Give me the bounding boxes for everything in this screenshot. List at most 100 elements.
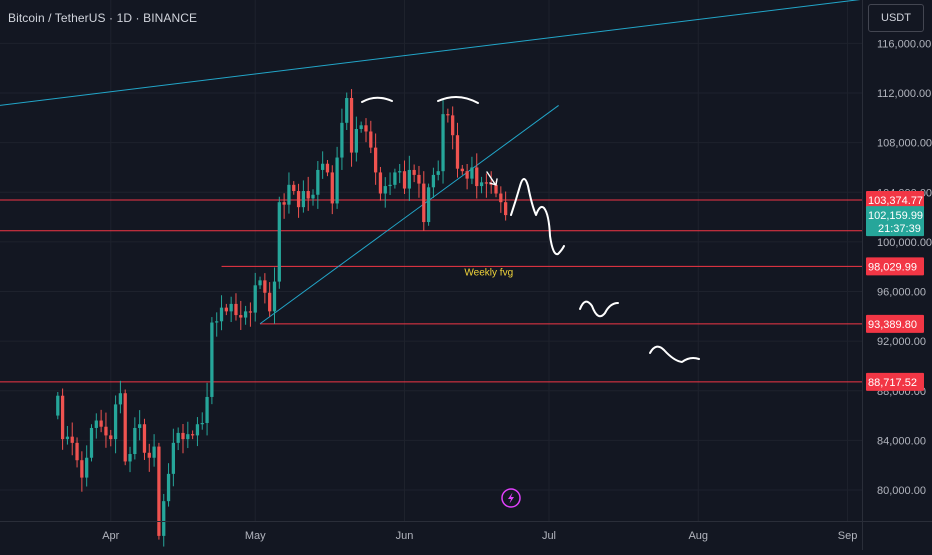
candle (446, 114, 450, 116)
candle (113, 404, 118, 440)
freehand-drawings[interactable] (361, 96, 700, 363)
candle (152, 446, 156, 458)
candle (475, 167, 479, 187)
annotation-weekly-fvg: Weekly fvg (464, 267, 513, 278)
level-tag-label: 98,029.99 (868, 261, 917, 273)
current-price-tag (866, 206, 924, 237)
level-tag-label: 103,374.77 (868, 195, 923, 207)
candle (277, 202, 281, 282)
candle (499, 193, 503, 203)
candle (436, 171, 440, 175)
candle (190, 434, 195, 436)
y-tick-label: 80,000.00 (877, 485, 926, 497)
candle (176, 432, 180, 443)
candle (85, 457, 89, 478)
candle (426, 187, 431, 223)
candle (292, 184, 296, 192)
candle (56, 395, 60, 416)
y-tick-label: 116,000.00 (877, 38, 931, 50)
trendline-1 (0, 0, 861, 106)
symbol-title: Bitcoin / TetherUS · 1D · BINANCE (8, 11, 198, 25)
candle (282, 202, 286, 205)
candle (272, 281, 277, 312)
candle (70, 436, 74, 443)
lightning-icon[interactable] (501, 488, 521, 508)
candle (118, 393, 123, 405)
candle (147, 452, 151, 458)
candle (412, 169, 416, 175)
candle (104, 426, 108, 436)
candle (306, 191, 310, 199)
level-tag-label: 88,717.52 (868, 377, 917, 389)
top-arc-right[interactable] (437, 96, 479, 104)
candle (181, 432, 185, 440)
candle (369, 131, 373, 148)
projection-path-2[interactable] (579, 300, 619, 318)
candle (215, 321, 219, 323)
candle (402, 171, 407, 189)
candle (75, 442, 79, 461)
candle (422, 183, 426, 223)
candle (504, 202, 508, 216)
x-tick-label: Jul (542, 530, 556, 542)
candle (470, 167, 474, 179)
candle (407, 169, 411, 189)
level-tag (866, 257, 924, 276)
x-tick-label: Sep (838, 530, 858, 542)
x-tick-label: Jun (396, 530, 414, 542)
candle (359, 125, 363, 130)
y-tick-label: 92,000.00 (877, 336, 926, 348)
trendline-2 (259, 105, 559, 325)
candle (248, 311, 253, 313)
candle (210, 322, 214, 397)
candle (325, 163, 330, 173)
candle (484, 182, 489, 184)
candle (229, 303, 233, 312)
x-tick-label: Apr (102, 530, 119, 542)
candle (80, 460, 84, 478)
candle (133, 427, 137, 455)
candle (296, 191, 301, 208)
candle (455, 135, 460, 169)
y-tick-label: 108,000.00 (877, 138, 932, 150)
candle (89, 427, 94, 458)
currency-button[interactable]: USDT (868, 4, 924, 32)
candle (239, 315, 243, 318)
candle (138, 424, 142, 428)
candle (166, 473, 171, 502)
candle (109, 435, 113, 440)
candle (354, 129, 358, 153)
candle (123, 393, 127, 462)
candle (157, 446, 161, 536)
candle (171, 442, 176, 474)
arrow-marker[interactable] (486, 171, 498, 186)
candle (431, 174, 436, 188)
candle (195, 424, 200, 436)
y-tick-label: 100,000.00 (877, 237, 932, 249)
top-arc-left[interactable] (361, 96, 393, 103)
level-tag (866, 372, 924, 391)
candle (258, 280, 262, 286)
candle (349, 97, 354, 153)
candle (128, 454, 132, 462)
candle (60, 395, 65, 440)
projection-path-3[interactable] (649, 345, 700, 363)
candle (287, 184, 291, 205)
x-tick-label: Aug (688, 530, 708, 542)
candle (186, 434, 190, 440)
candle (200, 423, 204, 425)
candle (345, 97, 349, 123)
candle (205, 396, 209, 424)
candle (142, 424, 147, 453)
candle (311, 194, 315, 199)
candle (393, 172, 397, 185)
candle (316, 169, 320, 195)
candle (94, 420, 98, 428)
candle (373, 147, 378, 173)
projection-path-1[interactable] (510, 178, 565, 256)
candle (479, 182, 484, 187)
candle (383, 186, 387, 194)
candle (417, 174, 421, 184)
